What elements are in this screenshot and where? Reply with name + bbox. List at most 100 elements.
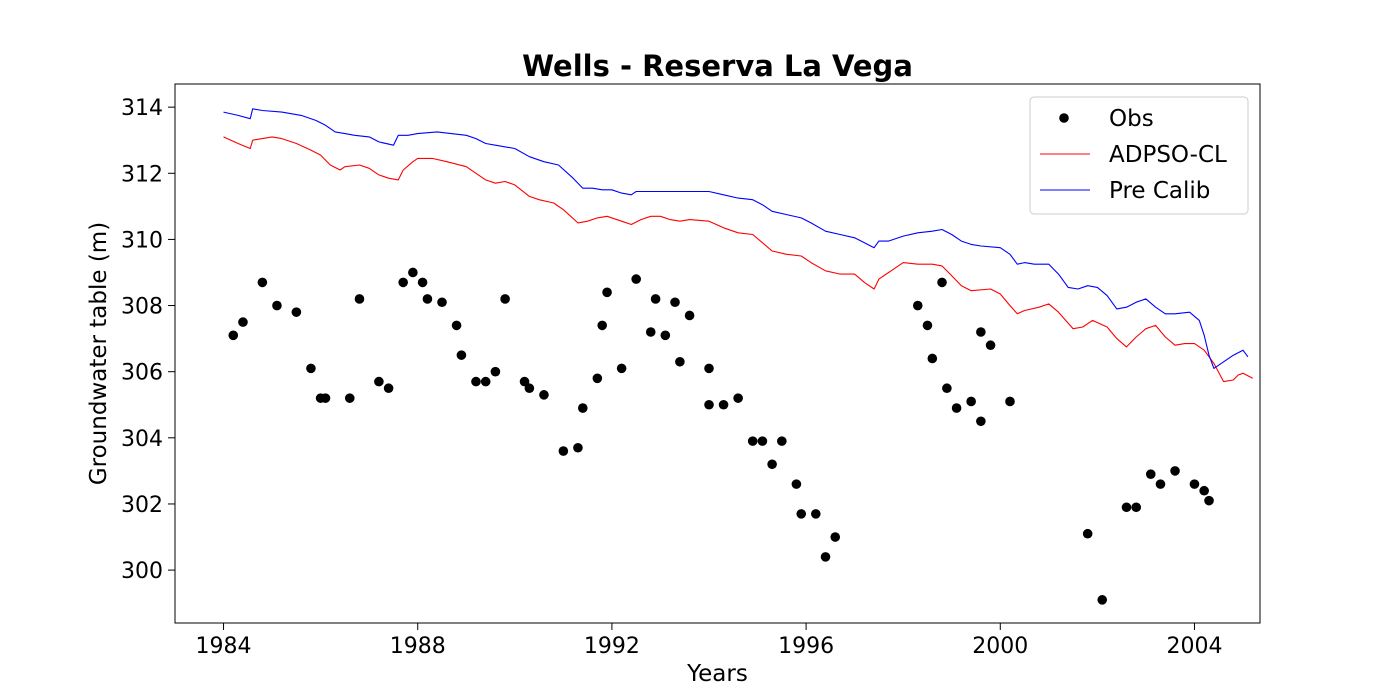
obs-point xyxy=(344,393,355,403)
obs-point xyxy=(291,307,302,317)
obs-point xyxy=(820,552,831,562)
legend-label: Obs xyxy=(1109,106,1154,132)
obs-point xyxy=(757,436,768,446)
obs-point xyxy=(922,320,933,331)
obs-point xyxy=(573,442,583,453)
obs-point xyxy=(577,403,588,413)
obs-point xyxy=(524,383,535,394)
obs-point xyxy=(1189,479,1200,489)
obs-point xyxy=(976,327,986,337)
obs-point xyxy=(592,373,603,384)
obs-point xyxy=(1204,495,1214,506)
obs-point xyxy=(354,294,365,304)
obs-point xyxy=(383,383,394,394)
obs-point xyxy=(500,294,510,304)
obs-point xyxy=(456,350,467,360)
obs-point xyxy=(306,363,316,374)
legend: Obs ADPSO-CL Pre Calib xyxy=(1029,96,1249,215)
obs-point xyxy=(1131,502,1142,513)
obs-point xyxy=(966,396,976,407)
y-tick-label: 308 xyxy=(121,295,163,320)
obs-point xyxy=(422,294,433,304)
obs-point xyxy=(718,399,729,410)
obs-point xyxy=(767,459,777,470)
obs-point xyxy=(1121,502,1132,513)
y-axis: 300 302 304 306 308 310 312 314 xyxy=(121,96,175,584)
y-tick-label: 314 xyxy=(121,96,163,121)
obs-point xyxy=(747,436,758,446)
y-tick-label: 310 xyxy=(121,228,163,253)
x-tick-label: 2004 xyxy=(1166,634,1222,659)
series-obs xyxy=(228,267,1214,605)
obs-point xyxy=(238,317,248,327)
obs-point xyxy=(417,277,428,288)
obs-point xyxy=(437,297,447,308)
obs-point xyxy=(1170,466,1180,476)
legend-marker xyxy=(1059,113,1069,123)
x-tick-label: 2000 xyxy=(972,634,1028,659)
obs-point xyxy=(733,393,743,403)
obs-point xyxy=(398,277,408,288)
x-tick-label: 1992 xyxy=(584,634,640,659)
obs-point xyxy=(597,320,608,331)
obs-point xyxy=(471,376,481,387)
obs-point xyxy=(951,403,962,413)
obs-point xyxy=(985,340,996,351)
obs-point xyxy=(558,446,569,456)
series-adpso-cl-line xyxy=(223,136,1253,383)
obs-point xyxy=(976,416,986,427)
obs-point xyxy=(811,509,821,519)
x-axis-label: Years xyxy=(686,661,748,687)
obs-point xyxy=(451,320,462,331)
obs-point xyxy=(684,310,695,321)
obs-point xyxy=(830,532,841,542)
y-tick-label: 306 xyxy=(121,361,163,386)
obs-point xyxy=(660,330,671,341)
obs-point xyxy=(320,393,331,403)
obs-point xyxy=(631,274,641,284)
obs-point xyxy=(670,297,680,308)
obs-point xyxy=(704,399,714,410)
obs-point xyxy=(791,479,802,489)
obs-point xyxy=(1082,528,1093,539)
obs-point xyxy=(616,363,627,374)
obs-point xyxy=(374,376,384,387)
y-tick-label: 304 xyxy=(121,427,163,452)
x-axis: 1984 1988 1992 1996 2000 2004 xyxy=(196,623,1222,659)
y-tick-label: 312 xyxy=(121,162,163,187)
y-axis-label: Groundwater table (m) xyxy=(86,222,112,485)
obs-point xyxy=(519,376,530,387)
obs-point xyxy=(228,330,239,341)
obs-point xyxy=(272,300,282,311)
obs-point xyxy=(1097,595,1108,605)
obs-point xyxy=(408,267,418,278)
legend-label: Pre Calib xyxy=(1109,178,1210,204)
obs-point xyxy=(942,383,952,394)
chart-title: Wells - Reserva La Vega xyxy=(522,49,913,83)
obs-point xyxy=(1005,396,1015,407)
obs-point xyxy=(777,436,787,446)
obs-point xyxy=(1155,479,1166,489)
y-tick-label: 300 xyxy=(121,559,163,584)
obs-point xyxy=(490,366,501,377)
series-pre-calib-line xyxy=(223,108,1249,369)
legend-label: ADPSO-CL xyxy=(1109,142,1227,168)
axes-frame xyxy=(174,83,1261,624)
obs-point xyxy=(675,356,685,367)
legend-box xyxy=(1029,96,1249,215)
x-tick-label: 1988 xyxy=(390,634,446,659)
obs-point xyxy=(257,277,268,288)
plot-area xyxy=(223,108,1253,605)
obs-point xyxy=(650,294,661,304)
obs-point xyxy=(602,287,612,298)
obs-point xyxy=(1145,469,1156,479)
obs-point xyxy=(704,363,714,374)
x-tick-label: 1984 xyxy=(196,634,252,659)
obs-point xyxy=(645,327,656,337)
obs-point xyxy=(927,353,938,364)
obs-point xyxy=(1199,485,1209,496)
y-tick-label: 302 xyxy=(121,493,163,518)
obs-point xyxy=(539,390,549,400)
obs-point xyxy=(796,509,807,519)
